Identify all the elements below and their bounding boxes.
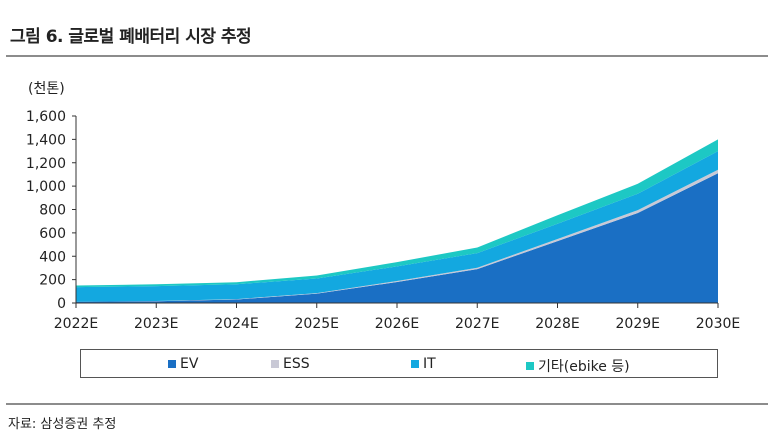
- area-layers: [76, 139, 718, 303]
- title-divider: [6, 55, 768, 57]
- y-tick-label: 1,200: [26, 156, 66, 172]
- x-tick-label: 2025E: [295, 316, 339, 332]
- legend-item-it: IT: [411, 356, 436, 372]
- legend: EV ESS IT 기타(ebike 등): [80, 349, 718, 378]
- y-tick-labels: 0 200 400 600 800 1,000 1,200 1,400 1,600: [26, 109, 66, 312]
- y-tick-label: 200: [39, 273, 66, 289]
- x-tick-label: 2028E: [535, 316, 579, 332]
- footer-divider: [6, 403, 768, 405]
- legend-swatch-other: [526, 362, 534, 370]
- legend-swatch-ess: [271, 360, 279, 368]
- chart-title: 그림 6. 글로벌 폐배터리 시장 추정: [10, 27, 252, 47]
- y-tick-label: 800: [39, 203, 66, 219]
- y-tick-label: 1,400: [26, 132, 66, 148]
- legend-swatch-ev: [168, 360, 176, 368]
- legend-item-ess: ESS: [271, 356, 310, 372]
- x-tick-labels: 2022E 2023E 2024E 2025E 2026E 2027E 2028E 2029E…: [54, 316, 740, 332]
- y-tick-label: 600: [39, 226, 66, 242]
- legend-label-it: IT: [423, 356, 436, 372]
- legend-swatch-it: [411, 360, 419, 368]
- area-series-it: [76, 151, 718, 302]
- area-series-ev: [76, 173, 718, 303]
- y-tick-label: 400: [39, 249, 66, 265]
- y-tick-label: 0: [57, 296, 66, 312]
- legend-label-ev: EV: [180, 356, 199, 372]
- source-note: 자료: 삼성증권 추정: [8, 417, 117, 432]
- y-tick-label: 1,000: [26, 179, 66, 195]
- x-tick-label: 2030E: [696, 316, 740, 332]
- x-tick-label: 2023E: [134, 316, 178, 332]
- axes: [72, 115, 719, 308]
- x-tick-label: 2029E: [616, 316, 660, 332]
- legend-item-ev: EV: [168, 356, 198, 372]
- x-tick-label: 2027E: [455, 316, 499, 332]
- stacked-area-chart: (천톤) 0 200 400 600 800 1,000 1,200 1,400 1,600 2…: [26, 81, 740, 332]
- legend-label-other: 기타(ebike 등): [538, 359, 630, 375]
- y-axis-unit-label: (천톤): [28, 81, 65, 97]
- x-tick-label: 2022E: [54, 316, 98, 332]
- x-tick-label: 2024E: [214, 316, 258, 332]
- y-tick-label: 1,600: [26, 109, 66, 125]
- x-tick-label: 2026E: [375, 316, 419, 332]
- legend-label-ess: ESS: [283, 356, 310, 372]
- legend-item-other: 기타(ebike 등): [526, 356, 630, 376]
